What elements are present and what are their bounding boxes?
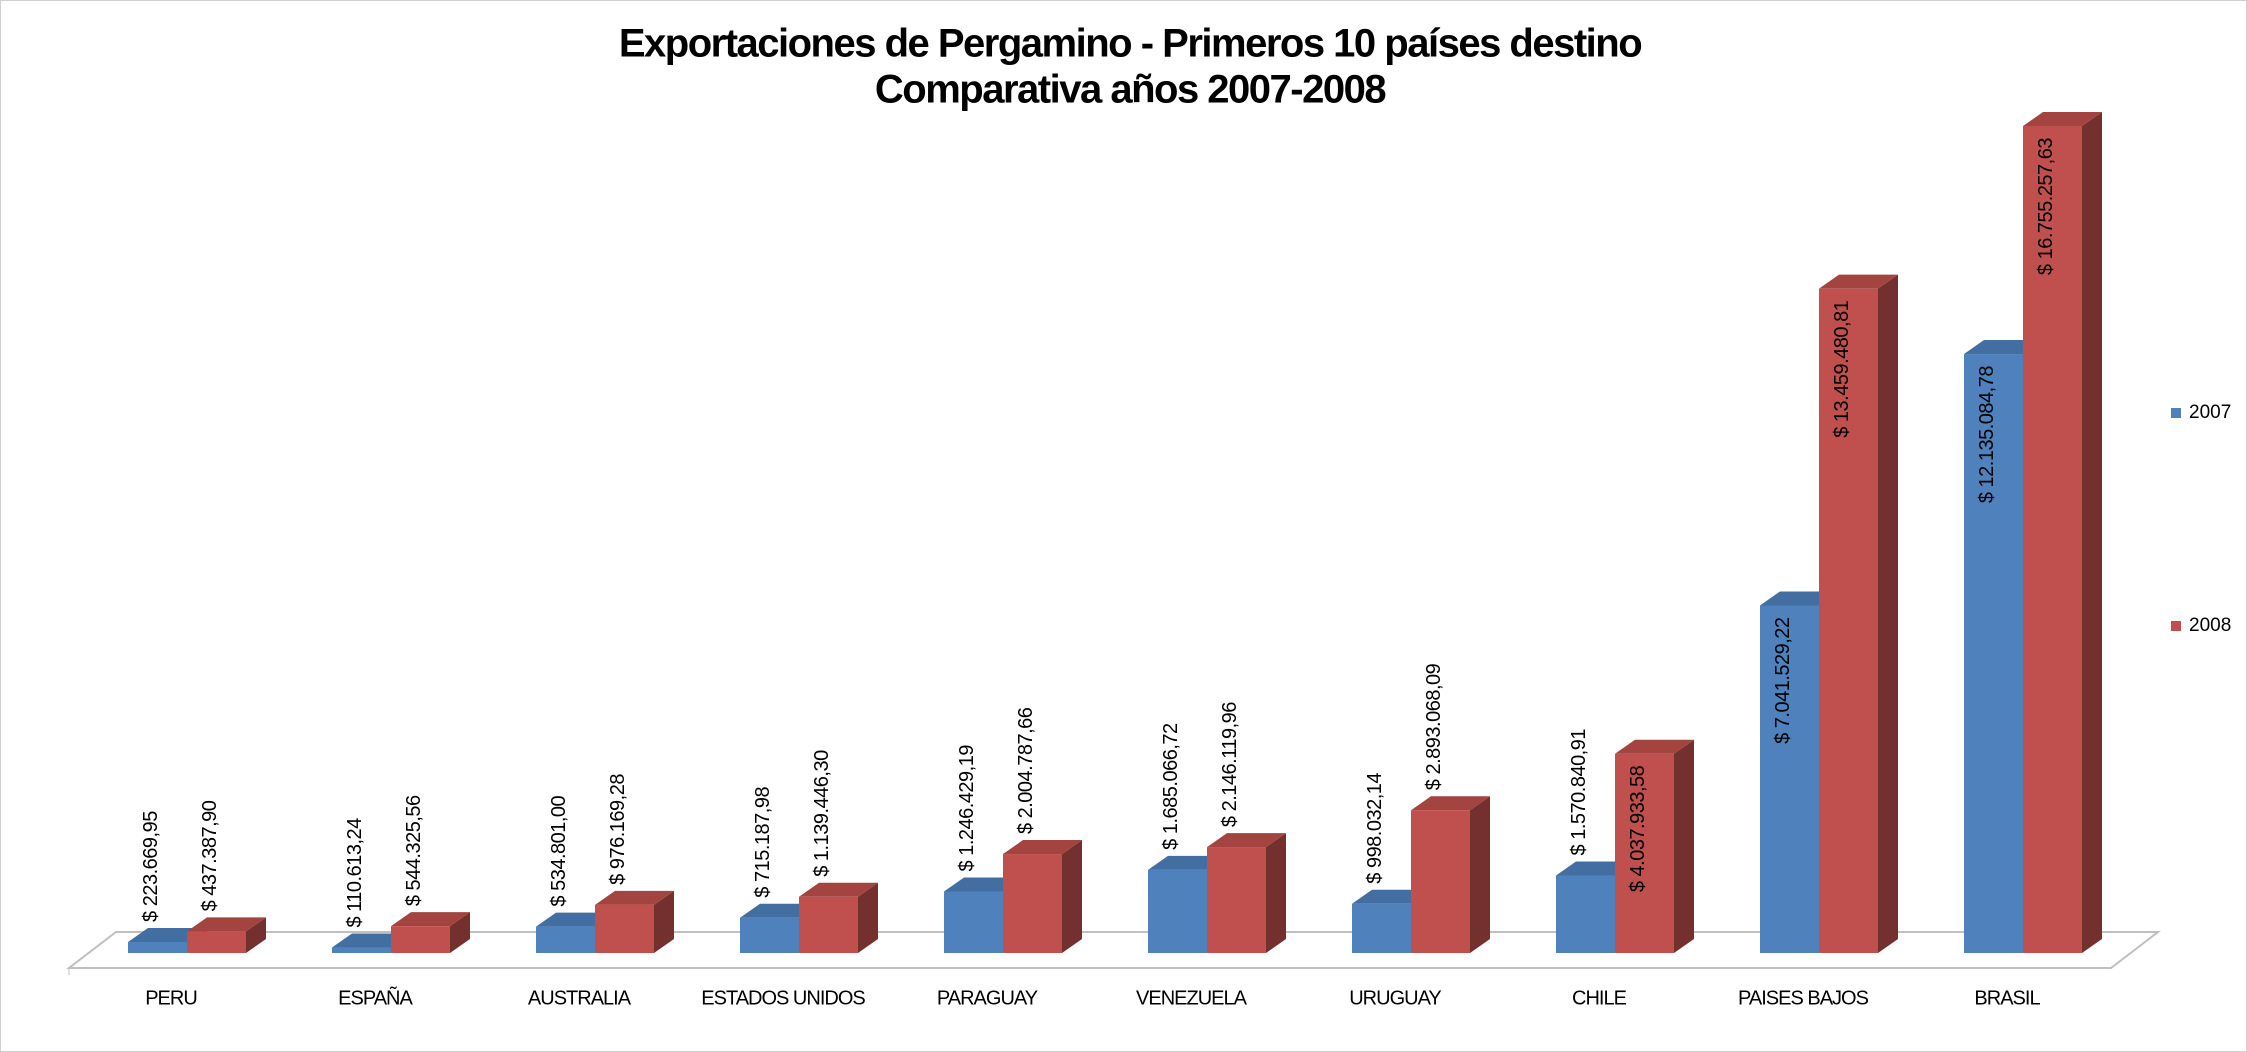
bar-top [595, 890, 674, 905]
bar-top [187, 917, 266, 932]
value-label: $ 1.139.446,30 [811, 750, 833, 877]
bar [1964, 354, 2023, 953]
value-label: $ 16.755.257,63 [2035, 138, 2057, 275]
value-label: $ 4.037.933,58 [1627, 765, 1649, 892]
bar-side [1674, 739, 1694, 953]
value-label: $ 223.669,95 [140, 811, 162, 922]
bar-top [1411, 796, 1490, 811]
value-label: $ 544.325,56 [403, 795, 425, 906]
legend-swatch [2171, 621, 2181, 631]
legend-label: 2007 [2189, 402, 2231, 423]
bar-top [2023, 112, 2102, 126]
bar [1003, 854, 1062, 953]
bar [187, 931, 246, 953]
bar-side [2082, 112, 2102, 953]
bar [1819, 288, 1878, 954]
value-label: $ 110.613,24 [344, 818, 366, 928]
value-label: $ 1.246.429,19 [956, 745, 978, 872]
bar-top [1615, 739, 1694, 754]
value-label: $ 976.169,28 [607, 774, 629, 885]
value-label: $ 2.004.787,66 [1015, 707, 1037, 834]
bar-top [1207, 833, 1286, 848]
value-label: $ 2.893.068,09 [1423, 663, 1445, 790]
bar-side [1266, 833, 1286, 953]
bar-side [1470, 796, 1490, 953]
value-label: $ 1.685.066,72 [1160, 723, 1182, 850]
bar [536, 926, 595, 953]
value-label: $ 437.387,90 [199, 800, 221, 911]
bar [2023, 126, 2082, 953]
bar [1352, 903, 1411, 953]
value-label: $ 13.459.480,81 [1831, 300, 1853, 437]
bar [1411, 810, 1470, 953]
bar-side [858, 882, 878, 953]
bar [1556, 875, 1615, 953]
x-tick-label: BRASIL [1974, 987, 2040, 1009]
x-tick-label: AUSTRALIA [528, 987, 632, 1009]
bar [1207, 847, 1266, 953]
bar-side [654, 890, 674, 953]
bar [740, 917, 799, 953]
bar [595, 904, 654, 953]
x-tick-label: VENEZUELA [1136, 987, 1248, 1009]
bar-top [1003, 840, 1082, 855]
bar [944, 891, 1003, 953]
chart-title: Exportaciones de Pergamino - Primeros 10… [619, 22, 1641, 66]
bar [799, 896, 858, 953]
value-label: $ 534.801,00 [548, 795, 570, 906]
value-label: $ 998.032,14 [1364, 773, 1386, 884]
bar-top [1819, 274, 1898, 289]
x-tick-label: ESPAÑA [338, 985, 413, 1009]
bar-top [391, 912, 470, 927]
value-label: $ 2.146.119,96 [1219, 702, 1241, 827]
bar [1148, 869, 1207, 953]
bar [391, 926, 450, 953]
value-label: $ 7.041.529,22 [1772, 617, 1794, 744]
bar [1615, 753, 1674, 953]
x-tick-label: PERU [145, 987, 197, 1009]
bar-side [1878, 274, 1898, 954]
bar [128, 941, 187, 953]
legend-label: 2008 [2189, 615, 2231, 636]
bar-top [799, 882, 878, 897]
bar-side [450, 912, 470, 953]
x-tick-label: URUGUAY [1349, 987, 1441, 1009]
bar-side [246, 917, 266, 953]
value-label: $ 715.187,98 [752, 787, 774, 898]
x-tick-label: CHILE [1572, 987, 1627, 1009]
x-tick-label: PAISES BAJOS [1738, 987, 1869, 1009]
bar [1760, 605, 1819, 953]
value-label: $ 12.135.084,78 [1976, 366, 1998, 503]
bar-side [1062, 840, 1082, 953]
chart-subtitle: Comparativa años 2007-2008 [875, 68, 1386, 112]
bar [332, 947, 391, 953]
value-label: $ 1.570.840,91 [1568, 729, 1590, 856]
x-tick-label: ESTADOS UNIDOS [701, 987, 865, 1009]
legend-swatch [2171, 408, 2181, 418]
x-tick-label: PARAGUAY [937, 987, 1038, 1009]
